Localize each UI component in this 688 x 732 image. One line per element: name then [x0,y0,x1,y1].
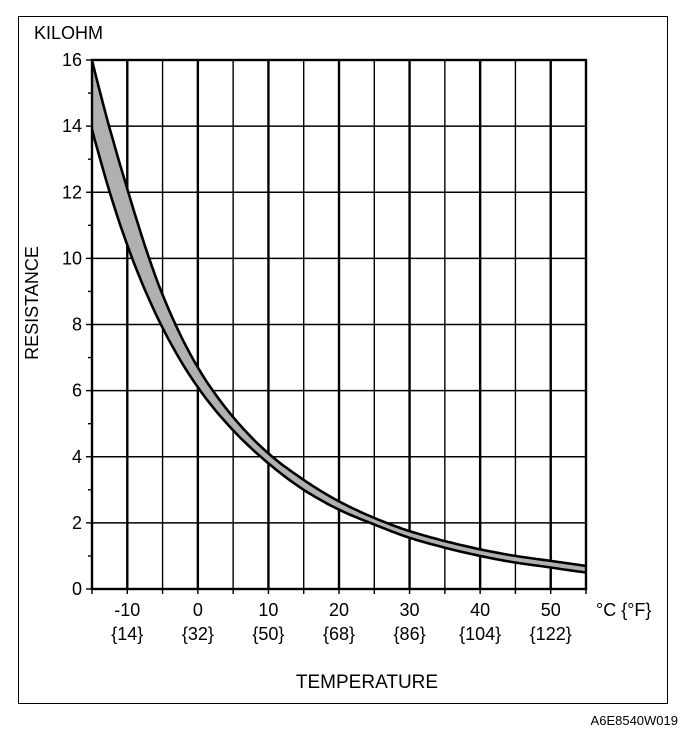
x-tick-label-fahrenheit: {68} [323,624,355,644]
y-tick-label: 16 [62,50,82,70]
y-tick-label: 2 [72,513,82,533]
x-tick-label-celsius: 40 [470,600,490,620]
x-tick-label-celsius: -10 [114,600,140,620]
x-tick-label-celsius: 0 [193,600,203,620]
lower-limit-line [90,129,587,574]
upper-limit-line [90,59,587,568]
x-tick-label-celsius: 10 [258,600,278,620]
x-tick-label-fahrenheit: {14} [111,624,143,644]
y-unit-label: KILOHM [34,23,103,43]
y-tick-label: 6 [72,381,82,401]
x-unit-label: °C {°F} [596,600,651,620]
x-tick-label-fahrenheit: {104} [459,624,501,644]
y-tick-label: 0 [72,579,82,599]
y-tick-label: 10 [62,248,82,268]
x-axis-label: TEMPERATURE [296,672,438,693]
x-tick-label-celsius: 20 [329,600,349,620]
x-tick-label-celsius: 30 [400,600,420,620]
y-tick-label: 14 [62,116,82,136]
x-tick-label-fahrenheit: {32} [182,624,214,644]
y-axis-label: RESISTANCE [22,246,42,360]
chart-frame [18,16,668,704]
axes [86,58,588,594]
x-tick-label-fahrenheit: {86} [394,624,426,644]
y-tick-label: 8 [72,315,82,335]
figure-code: A6E8540W019 [590,713,678,728]
x-tick-labels: -10 {14} 0 {32} 10 {50} 20 {68} 30 {86} 40 {104} 50 {… [111,600,571,644]
x-tick-label-fahrenheit: {122} [530,624,572,644]
y-tick-label: 4 [72,447,82,467]
resistance-band [90,59,587,574]
y-tick-labels: 0 2 4 6 8 10 12 14 16 [62,50,82,599]
x-tick-label-fahrenheit: {50} [252,624,284,644]
x-tick-label-celsius: 50 [541,600,561,620]
y-tick-label: 12 [62,182,82,202]
